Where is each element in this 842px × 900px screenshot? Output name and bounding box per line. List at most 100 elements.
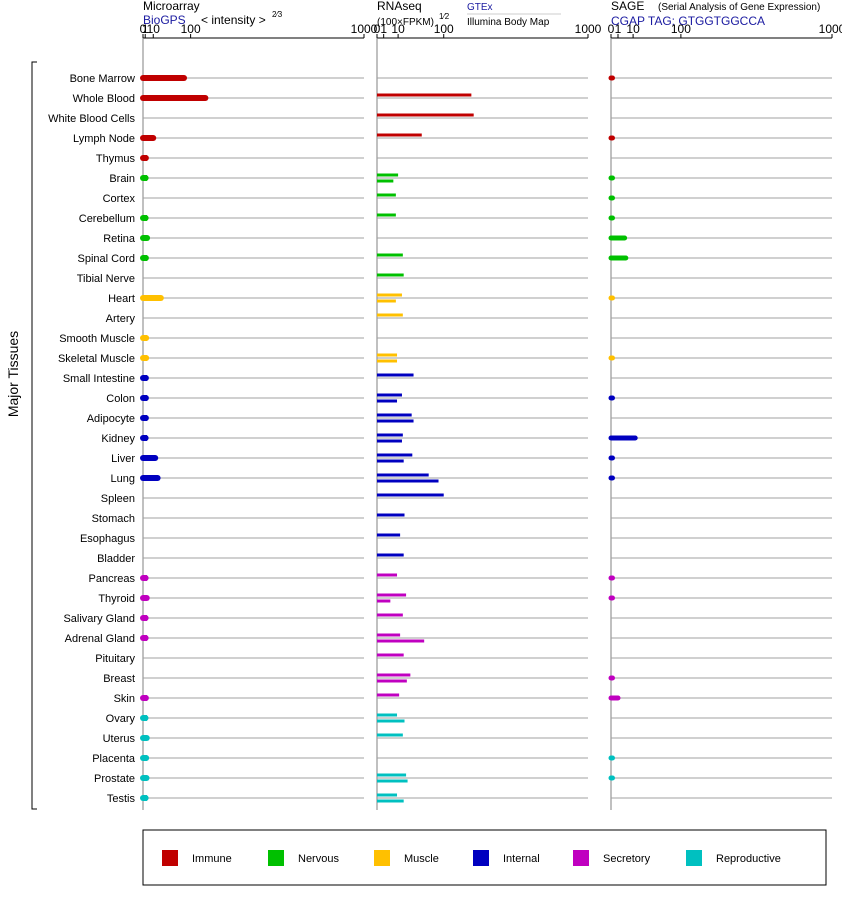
tissue-row: Cortex [103, 193, 832, 205]
tissue-row: Adipocyte [87, 413, 832, 425]
legend-label: Secretory [603, 853, 651, 865]
microarray-bar-base [143, 435, 147, 441]
legend-item: Immune [162, 850, 232, 866]
tissue-row: Tibial Nerve [77, 273, 832, 285]
tissue-row: Whole Blood [73, 93, 832, 105]
microarray-bar-base [143, 335, 147, 341]
legend-item: Reproductive [686, 850, 781, 866]
microarray-bar-base [143, 135, 147, 141]
tick-label: 10 [391, 22, 405, 36]
microarray-bar-base [143, 95, 147, 101]
tissue-row: Esophagus [80, 533, 832, 545]
microarray-bar-base [143, 715, 147, 721]
tissue-label: Uterus [103, 733, 136, 745]
tissue-row: Heart [108, 293, 832, 305]
microarray-bar-base [143, 415, 147, 421]
tissue-row: Brain [109, 173, 832, 185]
tick-label: 1 [142, 22, 149, 36]
tissue-row: White Blood Cells [48, 113, 832, 125]
legend-label: Internal [503, 853, 540, 865]
tissue-bracket [31, 61, 37, 810]
y-axis-label: Major Tissues [5, 331, 21, 417]
microarray-bar-base [143, 775, 147, 781]
tissue-row: Small Intestine [63, 373, 832, 385]
microarray-bar-base [143, 175, 147, 181]
tissue-label: Kidney [101, 433, 135, 445]
legend-label: Immune [192, 853, 232, 865]
tick-label: 100 [434, 22, 454, 36]
microarray-bar-base [143, 395, 147, 401]
microarray-title: Microarray [143, 0, 200, 13]
tissue-label: Pituitary [95, 653, 135, 665]
legend-item: Internal [473, 850, 540, 866]
tissue-label: Brain [109, 173, 135, 185]
tick-label: 100 [181, 22, 201, 36]
rnaseq-source-gtex: GTEx [467, 2, 493, 13]
tissue-label: Tibial Nerve [77, 273, 135, 285]
microarray-bar-base [143, 295, 147, 301]
tick-label: 0 [608, 22, 615, 36]
tissue-row: Breast [103, 673, 832, 685]
microarray-bar-base [143, 635, 147, 641]
legend-item: Secretory [573, 850, 651, 866]
tissue-label: Spleen [101, 493, 135, 505]
tick-label: 1000 [351, 22, 378, 36]
tissue-row: Colon [106, 393, 832, 405]
microarray-bar-base [143, 735, 147, 741]
tick-label: 1 [380, 22, 387, 36]
tissue-row: Bone Marrow [70, 73, 832, 85]
tissue-row: Pancreas [89, 573, 832, 585]
tissue-label: Smooth Muscle [59, 333, 135, 345]
tissue-row: Cerebellum [79, 213, 832, 225]
rnaseq-unit: (100×FPKM) [377, 17, 434, 28]
legend-swatch [374, 850, 390, 866]
legend-swatch [686, 850, 702, 866]
legend-item: Nervous [268, 850, 339, 866]
legend-swatch [473, 850, 489, 866]
sage-tag: CGAP TAG: GTGGTGGCCA [611, 14, 765, 28]
microarray-bar-base [143, 575, 147, 581]
legend-swatch [162, 850, 178, 866]
microarray-bar-base [143, 595, 147, 601]
microarray-bar-base [143, 255, 147, 261]
tissue-label: Esophagus [80, 533, 136, 545]
tissue-label: Adrenal Gland [65, 633, 135, 645]
tissue-row: Liver [111, 453, 832, 465]
tissue-row: Stomach [92, 513, 832, 525]
tissue-label: Lymph Node [73, 133, 135, 145]
tissue-row: Testis [107, 793, 832, 805]
microarray-bar-base [143, 455, 147, 461]
tissue-label: Retina [103, 233, 136, 245]
tissue-row: Pituitary [95, 653, 832, 665]
tissue-row: Smooth Muscle [59, 333, 832, 345]
tissue-row: Ovary [106, 713, 832, 725]
tissue-label: Lung [111, 473, 135, 485]
tissue-label: Artery [106, 313, 136, 325]
microarray-unit: < intensity > [201, 13, 266, 27]
tissue-row: Skin [114, 693, 832, 705]
tissue-label: Bone Marrow [70, 73, 135, 85]
tissue-label: Pancreas [89, 573, 136, 585]
tissue-label: Spinal Cord [78, 253, 135, 265]
microarray-bar-base [143, 375, 147, 381]
microarray-bar-base [143, 615, 147, 621]
tissue-row: Salivary Gland [63, 613, 832, 625]
tissue-row: Retina [103, 233, 832, 245]
tissue-label: Skin [114, 693, 135, 705]
rnaseq-title: RNAseq [377, 0, 422, 13]
tick-label: 1000 [575, 22, 602, 36]
tick-label: 0 [140, 22, 147, 36]
tissue-label: Salivary Gland [63, 613, 135, 625]
tissue-label: Adipocyte [87, 413, 135, 425]
tissue-label: Heart [108, 293, 135, 305]
tissue-label: Stomach [92, 513, 135, 525]
tissue-label: Skeletal Muscle [58, 353, 135, 365]
tissue-row: Uterus [103, 733, 832, 745]
tissue-label: Prostate [94, 773, 135, 785]
tissue-row: Skeletal Muscle [58, 353, 832, 365]
microarray-bar-base [143, 795, 147, 801]
microarray-bar-base [143, 155, 147, 161]
tissue-row: Prostate [94, 773, 832, 785]
tissue-label: Thymus [96, 153, 136, 165]
